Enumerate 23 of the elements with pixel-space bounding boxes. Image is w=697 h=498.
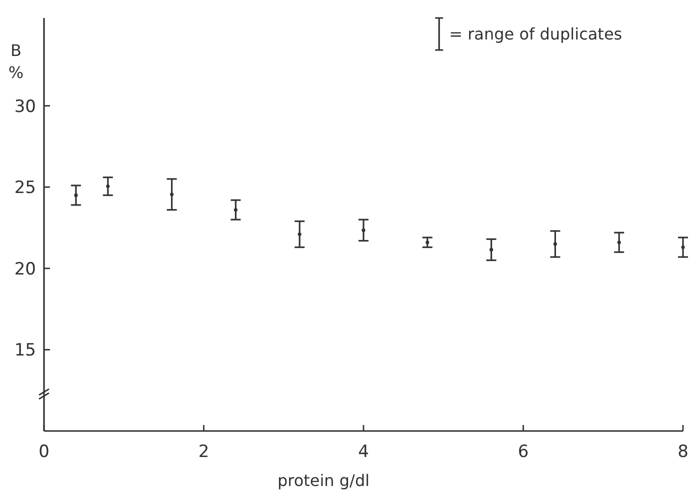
point — [681, 245, 685, 250]
y-tick-label: 25 — [14, 178, 36, 198]
point — [553, 242, 557, 246]
point — [617, 240, 621, 244]
point — [426, 240, 430, 244]
x-axis-title: protein g/dl — [277, 471, 370, 490]
x-tick-label: 2 — [198, 442, 210, 462]
x-tick-label: 6 — [518, 442, 529, 462]
point — [74, 193, 78, 198]
y-tick-label: 20 — [14, 259, 36, 280]
x-tick-label: 4 — [358, 442, 369, 462]
y-tick-label: 15 — [14, 340, 36, 361]
x-tick-label: 8 — [678, 442, 688, 462]
point — [106, 184, 110, 188]
y-tick-label: 30 — [14, 96, 36, 117]
y-axis-title: B % — [8, 41, 24, 82]
point — [490, 248, 494, 252]
point — [234, 208, 238, 212]
point — [170, 192, 174, 196]
point — [298, 232, 302, 236]
x-tick-label: 0 — [38, 442, 50, 462]
legend-label: = range of duplicates — [449, 24, 622, 44]
point — [362, 228, 366, 232]
